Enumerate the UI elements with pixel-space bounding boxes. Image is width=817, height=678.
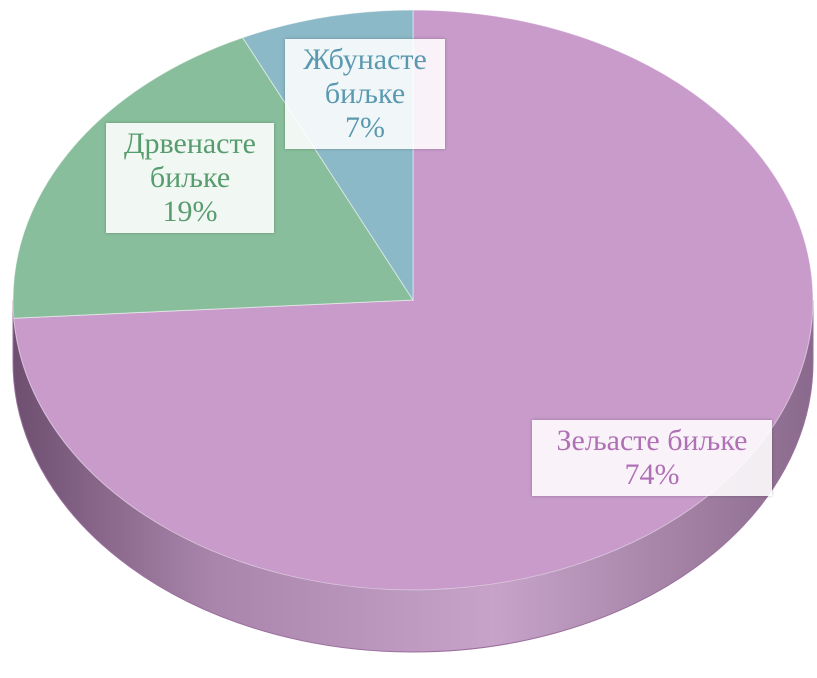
data-label: Зељасте биљке 74% [532,420,772,496]
category-label: Жбунасте биљке [303,43,427,110]
data-label: Дрвенасте биљке 19% [106,123,274,233]
data-label: Жбунасте биљке 7% [285,39,445,149]
category-label: Зељасте биљке [556,424,748,457]
value-label: 74% [624,458,680,491]
category-label: Дрвенасте биљке [124,127,256,194]
value-label: 19% [162,195,218,228]
value-label: 7% [345,111,385,144]
